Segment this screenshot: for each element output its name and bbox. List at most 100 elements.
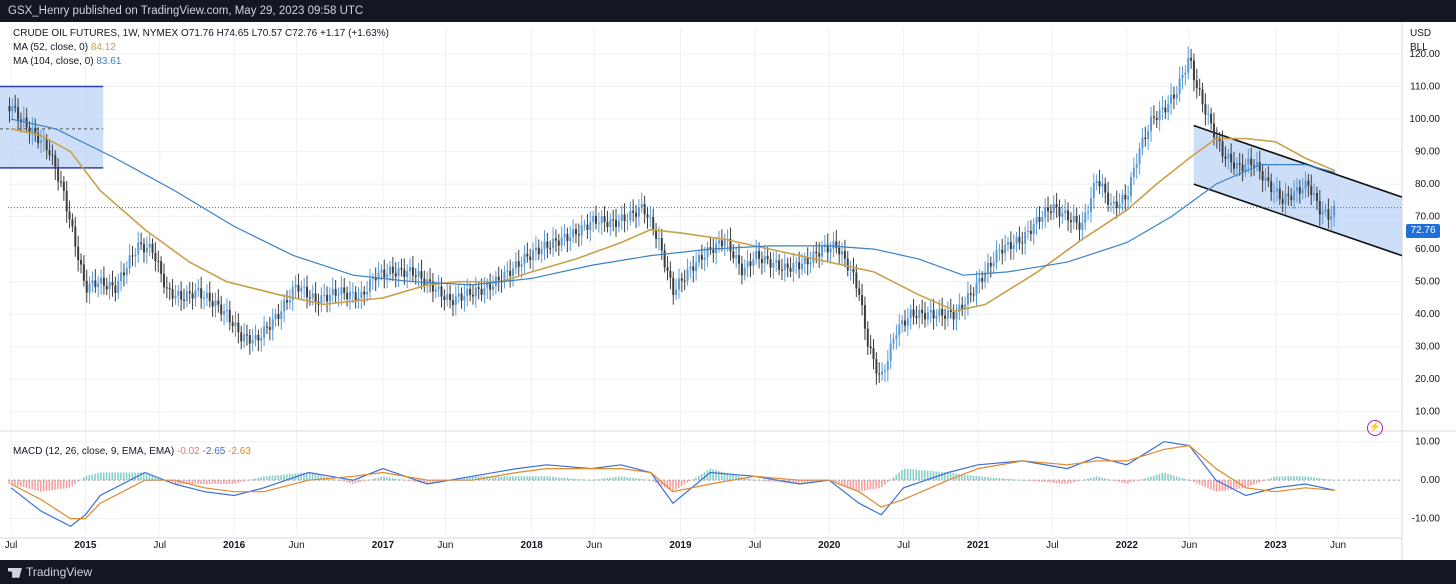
price-candle-body bbox=[68, 211, 71, 220]
price-candle-body bbox=[271, 319, 274, 330]
macd-histogram-bar bbox=[1161, 472, 1164, 481]
price-candle-body bbox=[466, 288, 469, 297]
price-candle-body bbox=[629, 210, 632, 221]
macd-histogram-bar bbox=[946, 472, 949, 481]
axis-unit[interactable]: BLL bbox=[1410, 42, 1428, 53]
macd-histogram-bar bbox=[414, 480, 417, 482]
macd-histogram-bar bbox=[1298, 476, 1301, 481]
price-candle-body bbox=[323, 294, 326, 296]
price-candle-body bbox=[360, 291, 363, 299]
macd-histogram-bar bbox=[1084, 479, 1086, 481]
macd-histogram-bar bbox=[766, 480, 769, 482]
macd-histogram-bar bbox=[586, 479, 589, 481]
chart-area[interactable]: 10.00 20.00 30.00 40.00 50.00 60.00 70.00 80.00… bbox=[0, 22, 1456, 560]
macd-histogram-bar bbox=[500, 476, 503, 481]
macd-histogram-bar bbox=[534, 476, 537, 481]
price-candle-body bbox=[1295, 187, 1298, 192]
axis-currency[interactable]: USD bbox=[1410, 28, 1432, 39]
price-candle-body bbox=[128, 255, 131, 269]
price-candle-body bbox=[1124, 194, 1127, 200]
macd-histogram-bar bbox=[377, 477, 380, 481]
macd-histogram-bar bbox=[374, 478, 377, 481]
lightning-icon[interactable]: ⚡ bbox=[1367, 420, 1383, 436]
price-candle-body bbox=[454, 296, 457, 305]
price-candle-body bbox=[414, 275, 417, 277]
price-candle-body bbox=[969, 293, 972, 295]
price-candle-body bbox=[71, 219, 74, 227]
macd-histogram-bar bbox=[42, 480, 45, 492]
price-chart-svg[interactable]: 10.00 20.00 30.00 40.00 50.00 60.00 70.00 80.00… bbox=[0, 22, 1456, 560]
price-candle-body bbox=[1238, 162, 1241, 165]
price-candle-body bbox=[243, 334, 246, 342]
price-candle-body bbox=[783, 263, 786, 271]
price-candle-body bbox=[254, 334, 257, 340]
price-candle-body bbox=[921, 309, 924, 313]
price-candle-body bbox=[1255, 162, 1258, 166]
legend-macd-label[interactable]: MACD (12, 26, close, 9, EMA, EMA) bbox=[13, 446, 175, 457]
price-candle-body bbox=[108, 282, 111, 290]
price-candle-body bbox=[924, 312, 927, 320]
macd-histogram-bar bbox=[177, 480, 179, 484]
price-candle-body bbox=[1052, 204, 1055, 213]
price-candle-body bbox=[477, 287, 480, 289]
macd-histogram-bar bbox=[1124, 480, 1126, 484]
macd-histogram-bar bbox=[878, 480, 880, 489]
macd-histogram-bar bbox=[39, 480, 42, 492]
tradingview-logo-icon bbox=[8, 567, 22, 578]
macd-histogram-bar bbox=[320, 475, 322, 481]
price-candle-body bbox=[245, 334, 248, 336]
macd-histogram-bar bbox=[1261, 480, 1264, 482]
macd-histogram-bar bbox=[211, 480, 214, 484]
price-candle-body bbox=[1207, 113, 1210, 115]
macd-histogram-bar bbox=[1215, 480, 1218, 492]
price-candle-body bbox=[380, 269, 383, 273]
macd-histogram-bar bbox=[1115, 480, 1118, 482]
macd-histogram-bar bbox=[692, 479, 694, 481]
price-candle-body bbox=[523, 253, 526, 265]
macd-histogram-bar bbox=[1284, 476, 1287, 481]
footer-brand[interactable]: TradingView bbox=[26, 565, 93, 579]
macd-histogram-bar bbox=[961, 474, 963, 481]
price-candle-body bbox=[981, 278, 984, 282]
macd-histogram-bar bbox=[986, 477, 989, 481]
last-price-tag: 72.76 bbox=[1406, 224, 1440, 238]
price-candle-body bbox=[512, 268, 515, 277]
macd-histogram-bar bbox=[1190, 480, 1192, 481]
time-axis-label: Jul bbox=[748, 540, 761, 551]
macd-histogram-bar bbox=[526, 476, 528, 481]
macd-histogram-bar bbox=[574, 478, 577, 481]
macd-histogram-bar bbox=[772, 480, 774, 482]
macd-histogram-bar bbox=[800, 480, 803, 484]
price-candle-body bbox=[437, 286, 440, 290]
price-candle-body bbox=[1284, 194, 1287, 204]
price-candle-body bbox=[617, 221, 620, 227]
ma104-line bbox=[10, 118, 1336, 286]
price-candle-body bbox=[1035, 217, 1038, 224]
price-candle-body bbox=[308, 297, 311, 299]
price-candle-body bbox=[145, 247, 148, 253]
legend-ma104-label[interactable]: MA (104, close, 0) bbox=[13, 56, 94, 67]
macd-histogram-bar bbox=[926, 470, 929, 481]
price-candle-body bbox=[1058, 207, 1061, 217]
macd-histogram-bar bbox=[912, 469, 915, 481]
price-candle-body bbox=[211, 301, 214, 307]
price-candle-body bbox=[746, 261, 749, 268]
price-candle-body bbox=[251, 339, 254, 344]
price-candle-body bbox=[786, 263, 789, 269]
macd-histogram-bar bbox=[25, 480, 28, 489]
legend-ohlc: O71.76 H74.65 L70.57 C72.76 +1.17 (+1.63… bbox=[181, 28, 389, 39]
macd-histogram-bar bbox=[695, 477, 697, 481]
price-candle-body bbox=[1135, 164, 1138, 168]
price-candle-body bbox=[1021, 242, 1024, 244]
price-candle-body bbox=[846, 258, 849, 271]
price-candle-body bbox=[603, 216, 606, 222]
legend-symbol[interactable]: CRUDE OIL FUTURES, 1W, NYMEX bbox=[13, 28, 179, 39]
price-candle-body bbox=[881, 371, 884, 375]
price-candle-body bbox=[821, 246, 824, 257]
macd-histogram-bar bbox=[22, 480, 25, 488]
price-candle-body bbox=[1101, 183, 1104, 187]
macd-histogram-bar bbox=[517, 476, 520, 481]
legend-ma52-label[interactable]: MA (52, close, 0) bbox=[13, 42, 89, 53]
macd-histogram-bar bbox=[400, 479, 403, 481]
macd-histogram-bar bbox=[228, 480, 231, 484]
